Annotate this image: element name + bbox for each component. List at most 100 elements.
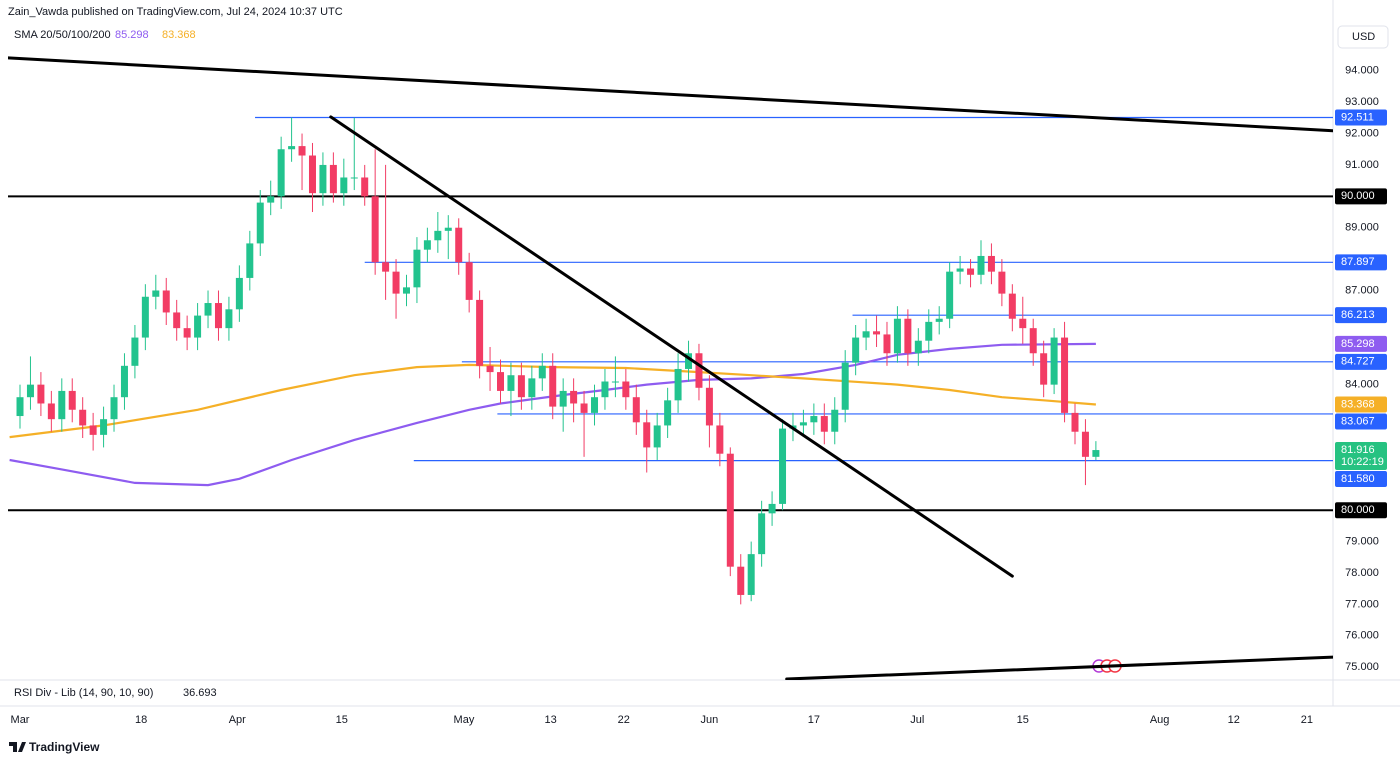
candle-body bbox=[632, 397, 640, 423]
indicator-value: 85.298 bbox=[115, 29, 149, 41]
rsi-value: 36.693 bbox=[183, 687, 217, 699]
candle-body bbox=[47, 403, 55, 420]
attribution: Zain_Vawda published on TradingView.com,… bbox=[8, 6, 343, 18]
x-tick-label: 13 bbox=[545, 714, 557, 726]
candle-body bbox=[319, 164, 327, 194]
candle-body bbox=[131, 337, 139, 366]
candle-body bbox=[476, 299, 484, 366]
price-label: 84.727 bbox=[1341, 356, 1375, 368]
candle-body bbox=[1029, 328, 1037, 354]
price-label-box bbox=[1335, 109, 1387, 126]
candle-body bbox=[946, 271, 954, 319]
y-tick-label: 94.000 bbox=[1345, 65, 1379, 77]
brand-name[interactable]: TradingView bbox=[29, 740, 100, 754]
y-tick-label: 77.000 bbox=[1345, 598, 1379, 610]
plot-area bbox=[8, 56, 1333, 680]
y-tick-label: 93.000 bbox=[1345, 96, 1379, 108]
candle-body bbox=[977, 255, 985, 275]
candle-body bbox=[611, 381, 619, 383]
x-tick-label: Jul bbox=[910, 714, 924, 726]
candle-body bbox=[862, 331, 870, 338]
y-tick-label: 91.000 bbox=[1345, 159, 1379, 171]
candle-body bbox=[1040, 353, 1048, 385]
candle-body bbox=[455, 227, 463, 263]
candle-body bbox=[998, 271, 1006, 294]
currency-button[interactable] bbox=[1337, 25, 1389, 49]
candle-body bbox=[382, 262, 390, 272]
y-tick-label: 75.000 bbox=[1345, 661, 1379, 673]
brand[interactable]: TradingView bbox=[9, 740, 100, 754]
candle-body bbox=[883, 334, 891, 354]
candle-body bbox=[1061, 337, 1069, 413]
candle-body bbox=[685, 353, 693, 369]
candle-body bbox=[987, 255, 995, 272]
candle-body bbox=[26, 384, 34, 398]
indicator-value: 83.368 bbox=[162, 29, 196, 41]
price-label-box bbox=[1335, 471, 1387, 488]
trendline bbox=[8, 56, 1333, 133]
x-tick-label: 17 bbox=[808, 714, 820, 726]
candle-body bbox=[423, 240, 431, 250]
candle-body bbox=[528, 378, 536, 398]
price-label-box bbox=[1335, 396, 1387, 413]
price-label-box bbox=[1335, 307, 1387, 324]
candle-body bbox=[194, 315, 202, 338]
price-label-box bbox=[1335, 353, 1387, 370]
candle-body bbox=[956, 268, 964, 272]
y-tick-label: 87.000 bbox=[1345, 284, 1379, 296]
candle-body bbox=[246, 243, 254, 278]
candle-body bbox=[967, 268, 975, 275]
candle-body bbox=[173, 312, 181, 329]
y-tick-label: 79.000 bbox=[1345, 535, 1379, 547]
candle-body bbox=[580, 403, 588, 413]
candle-body bbox=[235, 277, 243, 310]
candle-body bbox=[183, 328, 191, 338]
indicator-name: SMA 20/50/100/200 bbox=[14, 29, 111, 41]
candle-body bbox=[329, 164, 337, 194]
y-tick-label: 84.000 bbox=[1345, 379, 1379, 391]
price-label-box bbox=[1335, 442, 1387, 471]
candle-body bbox=[517, 375, 525, 398]
y-tick-label: 78.000 bbox=[1345, 567, 1379, 579]
candle-body bbox=[308, 155, 316, 194]
price-label: 90.000 bbox=[1341, 190, 1375, 202]
x-tick-label: 22 bbox=[618, 714, 630, 726]
candle-body bbox=[831, 409, 839, 432]
candle-body bbox=[1071, 412, 1079, 432]
candle-body bbox=[758, 513, 766, 555]
candle-body bbox=[486, 365, 494, 373]
candle-body bbox=[852, 337, 860, 363]
y-tick-label: 92.000 bbox=[1345, 127, 1379, 139]
rsi-label: RSI Div - Lib (14, 90, 10, 90) bbox=[14, 687, 153, 699]
price-label: 87.897 bbox=[1341, 256, 1375, 268]
candle-body bbox=[214, 303, 222, 329]
candle-body bbox=[873, 331, 881, 335]
candle-body bbox=[298, 146, 306, 156]
x-tick-label: Jun bbox=[701, 714, 719, 726]
x-tick-label: Aug bbox=[1150, 714, 1170, 726]
candle-body bbox=[904, 318, 912, 354]
candle-body bbox=[559, 390, 567, 407]
candle-body bbox=[152, 290, 160, 297]
candle-body bbox=[914, 340, 922, 354]
candle-body bbox=[162, 290, 170, 313]
candle-body bbox=[288, 146, 296, 150]
currency-label[interactable]: USD bbox=[1352, 31, 1375, 43]
candle-body bbox=[58, 390, 66, 420]
brand-logo[interactable] bbox=[9, 742, 26, 752]
candle-body bbox=[267, 196, 275, 203]
candle-body bbox=[841, 362, 849, 410]
candle-body bbox=[225, 309, 233, 329]
candle-body bbox=[820, 416, 828, 432]
candle-body bbox=[705, 387, 713, 426]
candle-body bbox=[768, 503, 776, 514]
candle-body bbox=[779, 428, 787, 504]
candle-body bbox=[110, 397, 118, 420]
candle-body bbox=[591, 397, 599, 413]
candle-body bbox=[747, 554, 755, 595]
candle-body bbox=[893, 318, 901, 354]
candle-body bbox=[622, 381, 630, 398]
price-label-box bbox=[1335, 254, 1387, 271]
candle-body bbox=[1081, 431, 1089, 457]
